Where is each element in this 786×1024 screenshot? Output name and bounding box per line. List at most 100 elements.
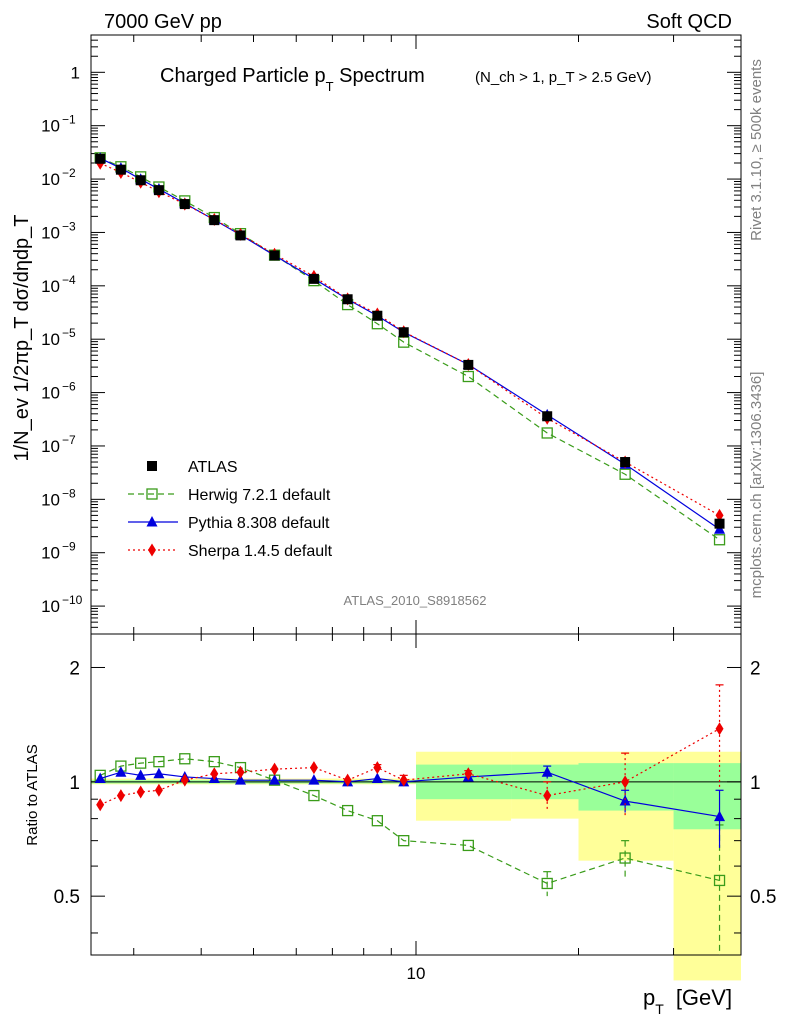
xlabel-main: p xyxy=(643,985,655,1010)
ratio-point-pythia-1 xyxy=(115,766,127,777)
ratio-point-pythia-7 xyxy=(269,774,281,785)
ratio-point-herwig-3 xyxy=(153,756,165,768)
main-point-herwig-15 xyxy=(713,534,726,546)
legend-marker-sherpa xyxy=(148,543,156,557)
ratio-point-sherpa-5 xyxy=(210,767,219,781)
main-point-herwig-13 xyxy=(541,427,553,439)
x-axis-label: pT [GeV] xyxy=(643,985,732,1017)
main-line-herwig xyxy=(99,157,720,541)
ratio-y-tick-label-1: 1 xyxy=(69,773,80,794)
ratio-point-herwig-10 xyxy=(371,815,383,827)
main-y-tick-label: 10 xyxy=(41,170,60,189)
main-point-atlas-15 xyxy=(714,518,725,529)
ratio-point-sherpa-10 xyxy=(373,761,382,775)
main-y-tick-label: 10 xyxy=(41,384,60,403)
main-point-herwig-12 xyxy=(462,370,474,383)
main-y-tick-exp: −3 xyxy=(62,219,76,233)
ratio-point-pythia-0 xyxy=(94,772,106,784)
main-y-tick-label: 10 xyxy=(41,544,60,563)
legend-marker-pythia xyxy=(146,516,158,527)
main-y-tick-label: 10 xyxy=(41,330,60,349)
legend-marker-herwig xyxy=(146,488,158,500)
main-point-atlas-7 xyxy=(269,250,280,261)
ratio-point-pythia-14 xyxy=(619,795,631,806)
main-line-pythia xyxy=(99,157,720,530)
main-y-tick-label: 10 xyxy=(41,437,60,456)
legend-label-sherpa: Sherpa 1.4.5 default xyxy=(188,543,333,560)
mcplots-note: mcplots.cern.ch [arXiv:1306.3436] xyxy=(748,372,765,599)
x-tick-label-10: 10 xyxy=(407,964,426,983)
main-y-tick-exp: −5 xyxy=(62,326,76,340)
main-y-tick-label: 10 xyxy=(41,597,60,616)
ratio-point-herwig-14 xyxy=(619,852,631,864)
ratio-point-herwig-12 xyxy=(462,839,474,852)
ratio-point-herwig-9 xyxy=(341,804,354,817)
main-y-tick-label: 10 xyxy=(41,490,60,509)
ratio-y-tick-label-0.5: 0.5 xyxy=(54,887,80,908)
main-point-atlas-10 xyxy=(372,310,383,321)
ratio-point-sherpa-2 xyxy=(136,785,145,799)
main-y-tick-exp: −2 xyxy=(62,166,76,180)
svg-text:pT[GeV]: pT [GeV] xyxy=(643,985,732,1017)
main-point-atlas-8 xyxy=(308,273,319,284)
ratio-point-sherpa-13 xyxy=(543,789,552,803)
title-sub: T xyxy=(326,79,334,94)
ratio-point-sherpa-8 xyxy=(309,761,318,775)
ratio-point-sherpa-3 xyxy=(154,783,163,797)
main-point-atlas-12 xyxy=(463,359,474,370)
main-y-tick-label: 10 xyxy=(41,117,60,136)
ratio-point-herwig-4 xyxy=(179,753,191,765)
ratio-point-herwig-15 xyxy=(713,874,726,887)
main-y-tick-label: 1 xyxy=(71,63,80,82)
ratio-point-sherpa-9 xyxy=(343,773,352,787)
ratio-line-pythia xyxy=(100,771,720,818)
ratio-point-sherpa-12 xyxy=(464,767,473,781)
main-point-atlas-11 xyxy=(398,327,409,338)
main-title: Charged Particle pT Spectrum (N_ch > 1, … xyxy=(160,65,651,94)
ratio-point-herwig-8 xyxy=(308,789,320,802)
main-point-atlas-13 xyxy=(542,411,553,422)
legend: ATLAS Herwig 7.2.1 default Pythia 8.308 de… xyxy=(128,459,333,560)
ratio-point-pythia-6 xyxy=(234,774,246,785)
main-point-atlas-6 xyxy=(235,230,246,241)
main-y-tick-exp: −7 xyxy=(62,433,76,447)
ratio-point-pythia-15 xyxy=(714,810,726,822)
ratio-point-sherpa-0 xyxy=(96,798,105,812)
svg-text:Charged Particle pT Spectrum: Charged Particle pT Spectrum xyxy=(160,65,425,94)
main-point-atlas-2 xyxy=(135,175,146,186)
main-y-tick-exp: −1 xyxy=(62,113,76,127)
main-y-tick-exp: −8 xyxy=(62,486,76,500)
ratio-band-inner-4 xyxy=(673,763,741,830)
legend-label-pythia: Pythia 8.308 default xyxy=(188,515,330,532)
legend-label-atlas: ATLAS xyxy=(188,459,238,476)
title-note: (N_ch > 1, p_T > 2.5 GeV) xyxy=(475,69,651,86)
main-point-atlas-3 xyxy=(153,185,164,196)
ratio-point-pythia-3 xyxy=(153,767,165,779)
ratio-point-sherpa-1 xyxy=(116,789,125,803)
ratio-point-herwig-2 xyxy=(135,757,147,769)
main-line-sherpa xyxy=(99,162,720,516)
legend-label-herwig: Herwig 7.2.1 default xyxy=(188,487,331,504)
ratio-ylabel: Ratio to ATLAS xyxy=(24,744,41,845)
main-point-sherpa-15 xyxy=(715,508,724,522)
ratio-point-pythia-10 xyxy=(371,772,383,784)
main-point-herwig-14 xyxy=(619,468,631,480)
main-point-atlas-1 xyxy=(115,164,126,175)
ratio-point-sherpa-4 xyxy=(180,773,189,787)
rivet-note: Rivet 3.1.10, ≥ 500k events xyxy=(748,59,765,241)
ratio-point-herwig-11 xyxy=(398,835,410,847)
title-main: Charged Particle p xyxy=(160,65,326,87)
ratio-y-tick-label-right-1: 1 xyxy=(750,773,761,794)
main-y-tick-exp: −6 xyxy=(62,380,76,394)
ratio-panel: 10 0.5 0.5 1 1 2 2 xyxy=(54,633,776,983)
ratio-y-tick-label-right-2: 2 xyxy=(750,658,761,679)
main-point-atlas-0 xyxy=(95,153,106,164)
ratio-point-pythia-2 xyxy=(135,769,147,780)
main-y-tick-label: 10 xyxy=(41,277,60,296)
main-y-tick-exp: −9 xyxy=(62,540,76,554)
ratio-point-sherpa-15 xyxy=(715,722,724,736)
ratio-point-sherpa-11 xyxy=(399,773,408,787)
ratio-line-sherpa xyxy=(99,728,720,806)
legend-marker-atlas xyxy=(147,461,157,471)
